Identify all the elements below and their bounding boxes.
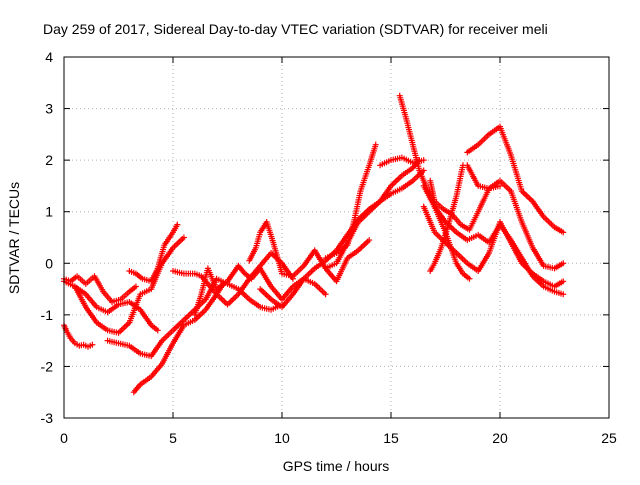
y-tick-label: 4 (45, 49, 53, 65)
series-arc-4 (71, 234, 187, 336)
y-tick-label: 1 (45, 204, 53, 220)
series-arc-5 (126, 221, 181, 285)
series-markers (427, 162, 466, 274)
series-markers (126, 221, 181, 285)
series-markers (130, 280, 227, 396)
series-arc-11 (257, 167, 427, 311)
x-axis-label: GPS time / hours (283, 458, 390, 474)
series-markers (464, 162, 567, 272)
x-tick-label: 0 (60, 430, 68, 446)
series-markers (322, 157, 423, 272)
x-tick-label: 25 (601, 430, 617, 446)
y-tick-label: -3 (41, 410, 54, 426)
series-arc-18 (464, 123, 567, 236)
series-markers (420, 203, 567, 290)
series-arc-1 (61, 322, 96, 350)
series-arc-21 (427, 162, 466, 274)
y-tick-label: 0 (45, 255, 53, 271)
x-tick-label: 15 (383, 430, 399, 446)
y-tick-label: 3 (45, 101, 53, 117)
series-markers (464, 123, 567, 236)
x-tick-label: 10 (274, 430, 290, 446)
y-axis-label: SDTVAR / TECUs (6, 182, 22, 294)
chart-title: Day 259 of 2017, Sidereal Day-to-day VTE… (43, 21, 548, 37)
series-markers (61, 322, 96, 350)
series-arc-13 (322, 141, 379, 262)
x-tick-label: 5 (169, 430, 177, 446)
series-arc-20 (420, 203, 567, 290)
series-markers (322, 141, 379, 262)
data-points (61, 92, 567, 396)
series-markers (71, 234, 187, 336)
y-tick-label: 2 (45, 152, 53, 168)
y-tick-label: -1 (41, 307, 54, 323)
axis-ticks: 0 5 10 15 20 25 -3 -2 -1 0 1 2 3 4 (41, 49, 617, 446)
series-markers (257, 167, 427, 311)
series-arc-12 (322, 157, 423, 272)
series-arc-6 (130, 280, 227, 396)
y-tick-label: -2 (41, 358, 54, 374)
series-arc-19 (464, 162, 567, 272)
x-tick-label: 20 (492, 430, 508, 446)
plot-frame (63, 56, 610, 419)
